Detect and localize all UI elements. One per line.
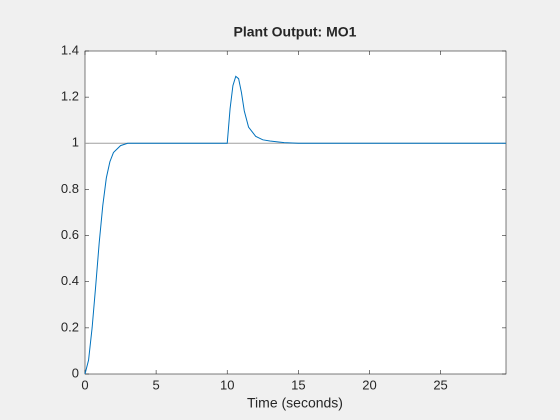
y-tick-label: 0.2 (61, 319, 79, 334)
y-tick-label: 0.8 (61, 181, 79, 196)
series-line (84, 75, 506, 375)
x-tick-label: 10 (220, 377, 234, 392)
y-tick-label: 1.2 (61, 89, 79, 104)
x-tick-label: 15 (291, 377, 305, 392)
x-tick-label: 5 (152, 377, 159, 392)
y-tick-label: 0 (72, 365, 79, 380)
x-axis-label: Time (seconds) (247, 395, 343, 411)
y-tick-label: 1.4 (61, 42, 79, 57)
chart-title: Plant Output: MO1 (234, 24, 357, 40)
x-tick-label: 0 (81, 377, 88, 392)
x-tick-label: 25 (433, 377, 447, 392)
y-tick-label: 0.4 (61, 273, 79, 288)
y-tick-label: 0.6 (61, 227, 79, 242)
y-tick-label: 1 (72, 135, 79, 150)
x-tick-label: 20 (362, 377, 376, 392)
plot-area (84, 50, 507, 375)
